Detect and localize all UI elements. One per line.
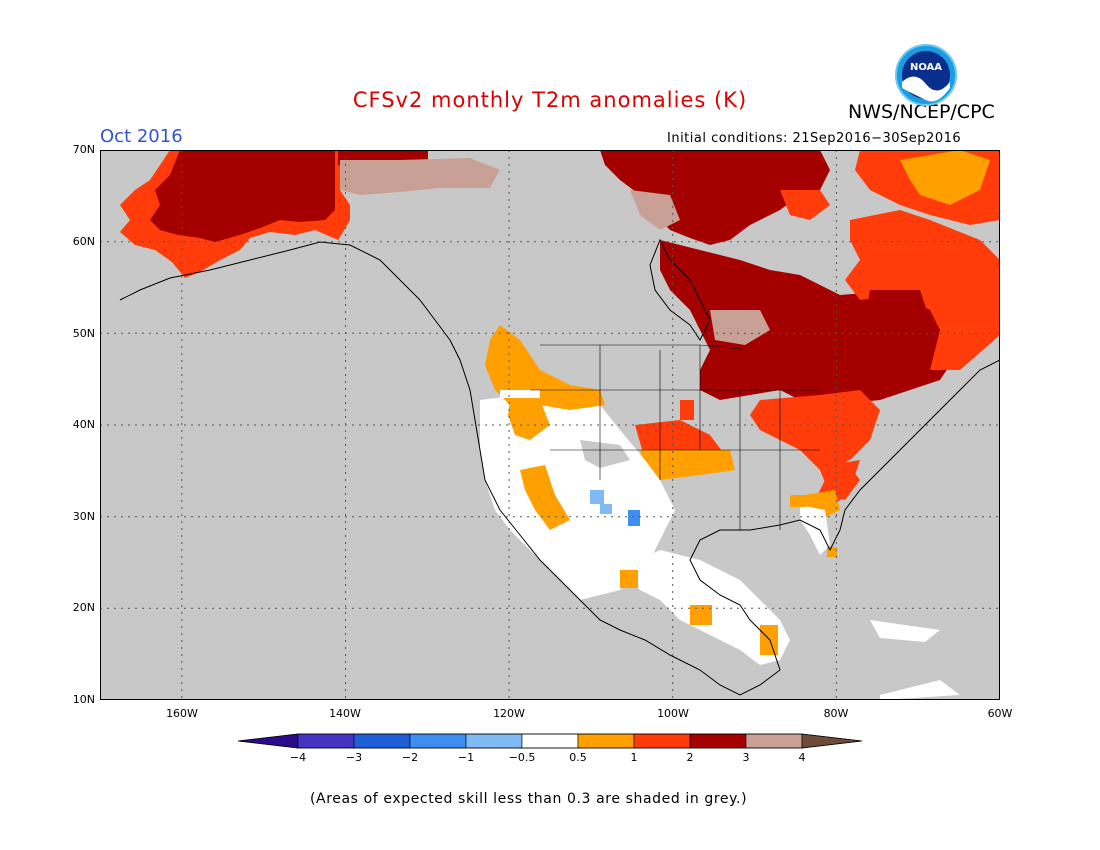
colorbar-swatch [745, 733, 803, 749]
southwest-anomaly [480, 325, 790, 665]
colorbar-arrow-high [801, 733, 862, 749]
colorbar-label: 2 [686, 751, 694, 764]
lat-label-20: 20N [72, 601, 95, 614]
initial-conditions: Initial conditions: 21Sep2016−30Sep2016 [667, 131, 962, 146]
colorbar-label: −4 [289, 751, 307, 764]
map-panel [100, 150, 1000, 700]
colorbar-swatch [521, 733, 579, 749]
lon-label-160w: 160W [166, 707, 198, 720]
colorbar-arrow-low [238, 733, 299, 749]
skill-footnote: (Areas of expected skill less than 0.3 a… [310, 791, 748, 807]
colorbar-label: 0.5 [569, 751, 587, 764]
colorbar [238, 733, 862, 749]
lat-label-60: 60N [72, 235, 95, 248]
coastlines [119, 238, 1000, 696]
colorbar-label: −1 [457, 751, 475, 764]
colorbar-label: 4 [798, 751, 806, 764]
noaa-logo: NOAA [895, 44, 957, 106]
eastern-canada-anomaly [845, 150, 1000, 370]
south-america-anomaly [880, 680, 960, 700]
lon-label-120w: 120W [493, 707, 525, 720]
colorbar-label: −2 [401, 751, 419, 764]
colorbar-label: 1 [630, 751, 638, 764]
forecast-period: Oct 2016 [100, 126, 183, 147]
colorbar-swatch [353, 733, 411, 749]
lat-label-40: 40N [72, 418, 95, 431]
lon-label-60w: 60W [987, 707, 1013, 720]
colorbar-swatch [465, 733, 523, 749]
lat-label-30: 30N [72, 510, 95, 523]
state-borders [530, 344, 820, 530]
colorbar-swatch [577, 733, 635, 749]
lat-label-50: 50N [72, 327, 95, 340]
colorbar-swatch [633, 733, 691, 749]
lat-label-70: 70N [72, 143, 95, 156]
colorbar-swatch [297, 733, 355, 749]
alaska-anomaly [120, 150, 500, 278]
central-us-anomaly [635, 400, 735, 480]
cuba-anomaly [870, 620, 940, 642]
canada-north-anomaly [600, 150, 830, 245]
southeast-us-anomaly [790, 460, 860, 557]
logo-text: NOAA [910, 62, 942, 73]
graticule [100, 150, 1000, 700]
agency-label: NWS/NCEP/CPC [848, 101, 995, 123]
chart-title: CFSv2 monthly T2m anomalies (K) [352, 88, 748, 112]
colorbar-label: −3 [345, 751, 363, 764]
ontario-quebec-anomaly [660, 240, 960, 405]
colorbar-label: 3 [742, 751, 750, 764]
lon-label-100w: 100W [657, 707, 689, 720]
lon-label-140w: 140W [329, 707, 361, 720]
colorbar-label: −0.5 [508, 751, 536, 764]
lat-label-10: 10N [72, 693, 95, 706]
lon-label-80w: 80W [823, 707, 849, 720]
map-frame [100, 150, 1000, 700]
colorbar-swatch [689, 733, 747, 749]
colorbar-swatch [409, 733, 467, 749]
